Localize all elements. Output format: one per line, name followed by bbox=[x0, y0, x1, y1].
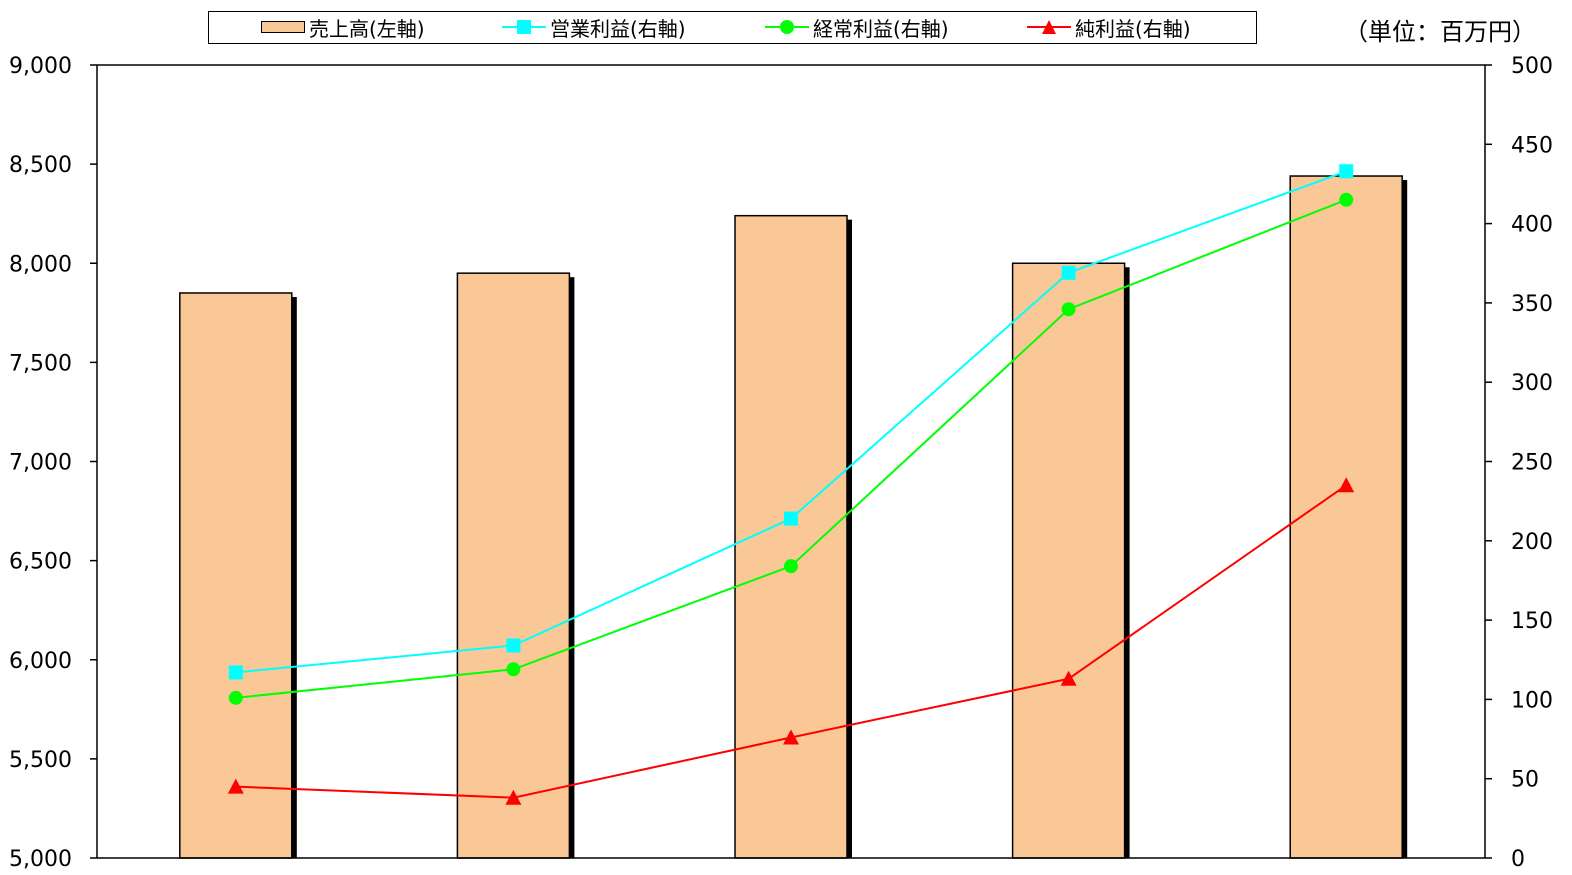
right-axis-tick-label: 300 bbox=[1511, 371, 1553, 396]
data-point bbox=[1060, 670, 1077, 686]
data-point bbox=[784, 559, 798, 574]
data-point bbox=[1339, 192, 1354, 207]
bar-series bbox=[179, 175, 1408, 859]
legend-item-ordinary-profit: 経常利益(右軸) bbox=[765, 12, 949, 42]
legend-label-ordinary-profit: 経常利益(右軸) bbox=[813, 16, 949, 41]
right-axis-tick-label: 350 bbox=[1511, 292, 1553, 317]
left-axis-tick-label: 6,500 bbox=[9, 550, 72, 575]
left-axis-tick-label: 5,500 bbox=[9, 748, 72, 773]
data-point bbox=[1061, 302, 1076, 317]
legend-swatch-operating-profit bbox=[502, 17, 546, 37]
left-axis-tick-label: 7,500 bbox=[9, 351, 72, 376]
right-axis-tick-label: 400 bbox=[1511, 213, 1553, 238]
legend-swatch-net-profit bbox=[1027, 17, 1071, 37]
right-axis-tick-label: 250 bbox=[1511, 451, 1553, 476]
line-series bbox=[227, 164, 1355, 805]
data-point bbox=[505, 789, 522, 805]
bar bbox=[179, 292, 293, 859]
right-axis: 0 50 100 150 200 250 300 350 400 450 500 bbox=[1485, 54, 1553, 872]
data-point bbox=[228, 690, 243, 705]
right-axis-tick-label: 200 bbox=[1511, 530, 1553, 555]
right-axis-tick-label: 50 bbox=[1511, 768, 1539, 793]
right-axis-tick-label: 0 bbox=[1511, 847, 1525, 872]
data-point bbox=[783, 729, 799, 745]
legend-swatch-sales bbox=[261, 21, 305, 33]
legend-label-net-profit: 純利益(右軸) bbox=[1075, 16, 1191, 41]
legend-label-operating-profit: 営業利益(右軸) bbox=[550, 16, 686, 41]
legend-swatch-ordinary-profit bbox=[765, 17, 809, 37]
bar bbox=[1289, 175, 1403, 859]
data-point bbox=[506, 662, 521, 677]
left-axis-tick-label: 8,000 bbox=[9, 252, 72, 277]
left-axis-tick-label: 9,000 bbox=[9, 54, 72, 79]
legend-item-sales: 売上高(左軸) bbox=[261, 12, 425, 42]
data-point bbox=[1061, 265, 1076, 280]
right-axis-tick-label: 450 bbox=[1511, 133, 1553, 158]
left-axis-tick-label: 8,500 bbox=[9, 153, 72, 178]
legend-label-sales: 売上高(左軸) bbox=[309, 16, 425, 41]
data-point bbox=[1339, 164, 1354, 179]
data-point bbox=[506, 638, 521, 653]
right-axis-tick-label: 500 bbox=[1511, 54, 1553, 79]
data-point bbox=[1338, 477, 1355, 493]
right-axis-tick-label: 100 bbox=[1511, 688, 1553, 713]
bar bbox=[456, 272, 571, 859]
legend-item-net-profit: 純利益(右軸) bbox=[1027, 12, 1191, 42]
data-point bbox=[784, 511, 798, 526]
right-axis-tick-label: 150 bbox=[1511, 609, 1553, 634]
left-axis-tick-label: 6,000 bbox=[9, 649, 72, 674]
bar bbox=[1011, 262, 1126, 859]
left-axis-tick-label: 7,000 bbox=[9, 451, 72, 476]
legend: 売上高(左軸) 営業利益(右軸) 経常利益(右軸) 純利益(右軸) bbox=[208, 11, 1257, 44]
legend-item-operating-profit: 営業利益(右軸) bbox=[502, 12, 686, 42]
unit-label: （単位：百万円） bbox=[1344, 18, 1536, 46]
left-axis-tick-label: 5,000 bbox=[9, 847, 72, 872]
data-point bbox=[228, 665, 243, 680]
data-point bbox=[227, 778, 244, 794]
left-axis: 5,000 5,500 6,000 6,500 7,000 7,500 8,000 8,500… bbox=[9, 54, 97, 872]
